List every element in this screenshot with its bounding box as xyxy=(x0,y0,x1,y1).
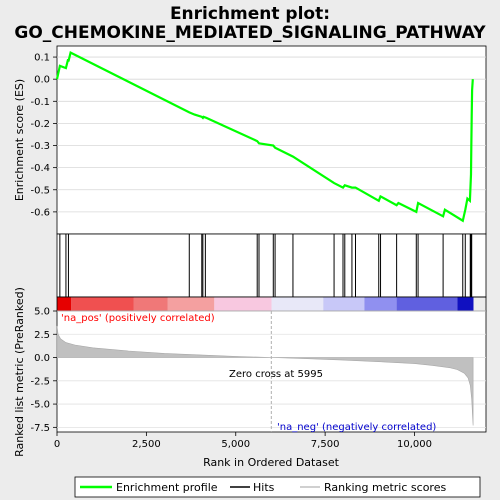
es-y-tick-label: -0.5 xyxy=(30,185,50,196)
colorbar-block xyxy=(133,297,168,311)
colorbar-block xyxy=(214,297,272,311)
x-tick-label: 7,500 xyxy=(311,439,340,450)
metric-y-tick-label: -7.5 xyxy=(30,423,50,434)
legend: Enrichment profile Hits Ranking metric s… xyxy=(74,476,481,498)
colorbar-block xyxy=(167,297,215,311)
es-y-ticks: 0.1 0.0 -0.1 -0.2 -0.3 -0.4 -0.5 -0.6 xyxy=(30,53,57,218)
es-y-tick-label: -0.1 xyxy=(30,97,50,108)
es-y-axis-label: Enrichment score (ES) xyxy=(13,79,26,201)
legend-metric-label: Ranking metric scores xyxy=(324,481,446,494)
hits-plot-area xyxy=(56,233,487,298)
colorbar-block xyxy=(457,297,474,311)
rank-colorbar xyxy=(57,297,474,311)
legend-es-label: Enrichment profile xyxy=(116,481,218,494)
es-y-tick-label: 0.0 xyxy=(34,75,50,86)
x-tick-label: 2,500 xyxy=(132,439,161,450)
pos-correlated-label: 'na_pos' (positively correlated) xyxy=(61,313,215,324)
metric-x-ticks: 0 2,500 5,000 7,500 10,000 xyxy=(54,432,432,450)
es-y-tick-label: 0.1 xyxy=(34,53,50,64)
metric-y-axis-label: Ranked list metric (PreRanked) xyxy=(13,287,26,457)
colorbar-block xyxy=(71,297,134,311)
neg-correlated-label: 'na_neg' (negatively correlated) xyxy=(277,422,436,433)
metric-y-tick-label: 2.5 xyxy=(34,330,50,341)
colorbar-block xyxy=(364,297,397,311)
colorbar-block xyxy=(396,297,458,311)
chart-title: Enrichment plot: xyxy=(170,4,330,24)
ranking-metric-area xyxy=(56,325,474,426)
x-tick-label: 5,000 xyxy=(221,439,250,450)
chart-subtitle: GO_CHEMOKINE_MEDIATED_SIGNALING_PATHWAY xyxy=(14,23,486,43)
es-y-tick-label: -0.3 xyxy=(30,141,50,152)
metric-y-tick-label: 5.0 xyxy=(34,307,50,318)
metric-y-tick-label: 0.0 xyxy=(34,353,50,364)
es-y-tick-label: -0.6 xyxy=(30,207,50,218)
legend-box xyxy=(74,476,481,498)
colorbar-block xyxy=(271,297,324,311)
es-y-tick-label: -0.2 xyxy=(30,119,50,130)
colorbar-block xyxy=(57,297,72,311)
metric-y-tick-label: -5.0 xyxy=(30,400,50,411)
metric-y-tick-label: -2.5 xyxy=(30,376,50,387)
hits-marks xyxy=(59,234,473,297)
x-tick-label: 0 xyxy=(54,439,60,450)
enrichment-profile-line xyxy=(55,50,474,223)
zero-cross-label: Zero cross at 5995 xyxy=(229,369,323,380)
es-plot-area xyxy=(56,45,487,235)
colorbar-block xyxy=(323,297,365,311)
legend-hits-label: Hits xyxy=(253,481,275,494)
x-axis-label: Rank in Ordered Dataset xyxy=(203,456,340,469)
metric-y-ticks: 5.0 2.5 0.0 -2.5 -5.0 -7.5 xyxy=(30,307,57,434)
x-tick-label: 10,000 xyxy=(397,439,432,450)
es-y-tick-label: -0.4 xyxy=(30,163,50,174)
